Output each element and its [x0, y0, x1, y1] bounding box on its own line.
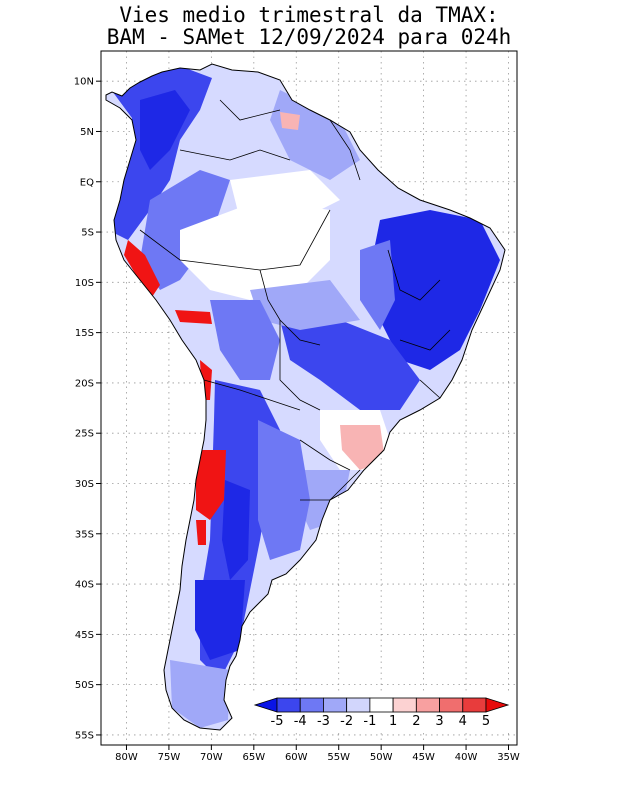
colorbar-arrow-right [485, 697, 510, 713]
lon-tick-label: 60W [285, 752, 308, 763]
lat-tick-label: 50S [75, 680, 94, 691]
map-title-line1: Vies medio trimestral da TMAX: [119, 3, 499, 27]
colorbar-box [299, 697, 324, 713]
lat-tick-label: EQ [80, 177, 94, 188]
colorbar-label: -5 [271, 714, 284, 729]
colorbar-label: 2 [412, 714, 420, 729]
colorbar-box [346, 697, 371, 713]
colorbar-label: -1 [363, 714, 376, 729]
lat-tick-label: 10N [74, 77, 94, 88]
lon-tick-label: 65W [243, 752, 266, 763]
lon-tick-label: 35W [497, 752, 520, 763]
map-title-line2: BAM - SAMet 12/09/2024 para 024h [106, 25, 512, 49]
colorbar-box [276, 697, 301, 713]
colorbar-box [415, 697, 440, 713]
lon-tick-label: 80W [115, 752, 138, 763]
plot-frame [100, 50, 518, 746]
lat-tick-label: 45S [75, 630, 94, 641]
colorbar-label: 5 [482, 714, 490, 729]
colorbar-label: 4 [459, 714, 467, 729]
lat-tick-label: 55S [75, 730, 94, 741]
country-borders [139, 99, 451, 501]
lat-tick-label: 20S [75, 378, 94, 389]
colorbar-label: -3 [317, 714, 330, 729]
lon-tick-label: 50W [370, 752, 393, 763]
lat-tick-label: 5S [81, 228, 94, 239]
lat-tick-label: 15S [75, 328, 94, 339]
lon-tick-label: 75W [158, 752, 181, 763]
latitude-ticks: 10N 5N EQ 5S 10S 15S 20S 25S 30S 35S 40S 45S 50S 55S [74, 77, 101, 741]
lat-tick-label: 25S [75, 429, 94, 440]
colorbar-box [392, 697, 417, 713]
colorbar-label: 1 [389, 714, 397, 729]
longitude-ticks: 80W 75W 70W 65W 60W 55W 50W 45W 40W 35W [115, 745, 520, 763]
colorbar-box [439, 697, 464, 713]
lat-tick-label: 10S [75, 278, 94, 289]
lon-tick-label: 55W [327, 752, 350, 763]
colorbar-box [323, 697, 348, 713]
lon-tick-label: 70W [200, 752, 223, 763]
colorbar: -5 -4 -3 -2 -1 1 2 3 4 5 [250, 693, 512, 731]
colorbar-box [462, 697, 487, 713]
lat-tick-label: 40S [75, 580, 94, 591]
lat-tick-label: 30S [75, 479, 94, 490]
lon-tick-label: 40W [455, 752, 478, 763]
lat-tick-label: 35S [75, 529, 94, 540]
colorbar-label: -4 [294, 714, 307, 729]
colorbar-label: -2 [340, 714, 353, 729]
colorbar-label: 3 [435, 714, 443, 729]
lon-tick-label: 45W [412, 752, 435, 763]
colorbar-box [369, 697, 394, 713]
lat-tick-label: 5N [80, 127, 94, 138]
